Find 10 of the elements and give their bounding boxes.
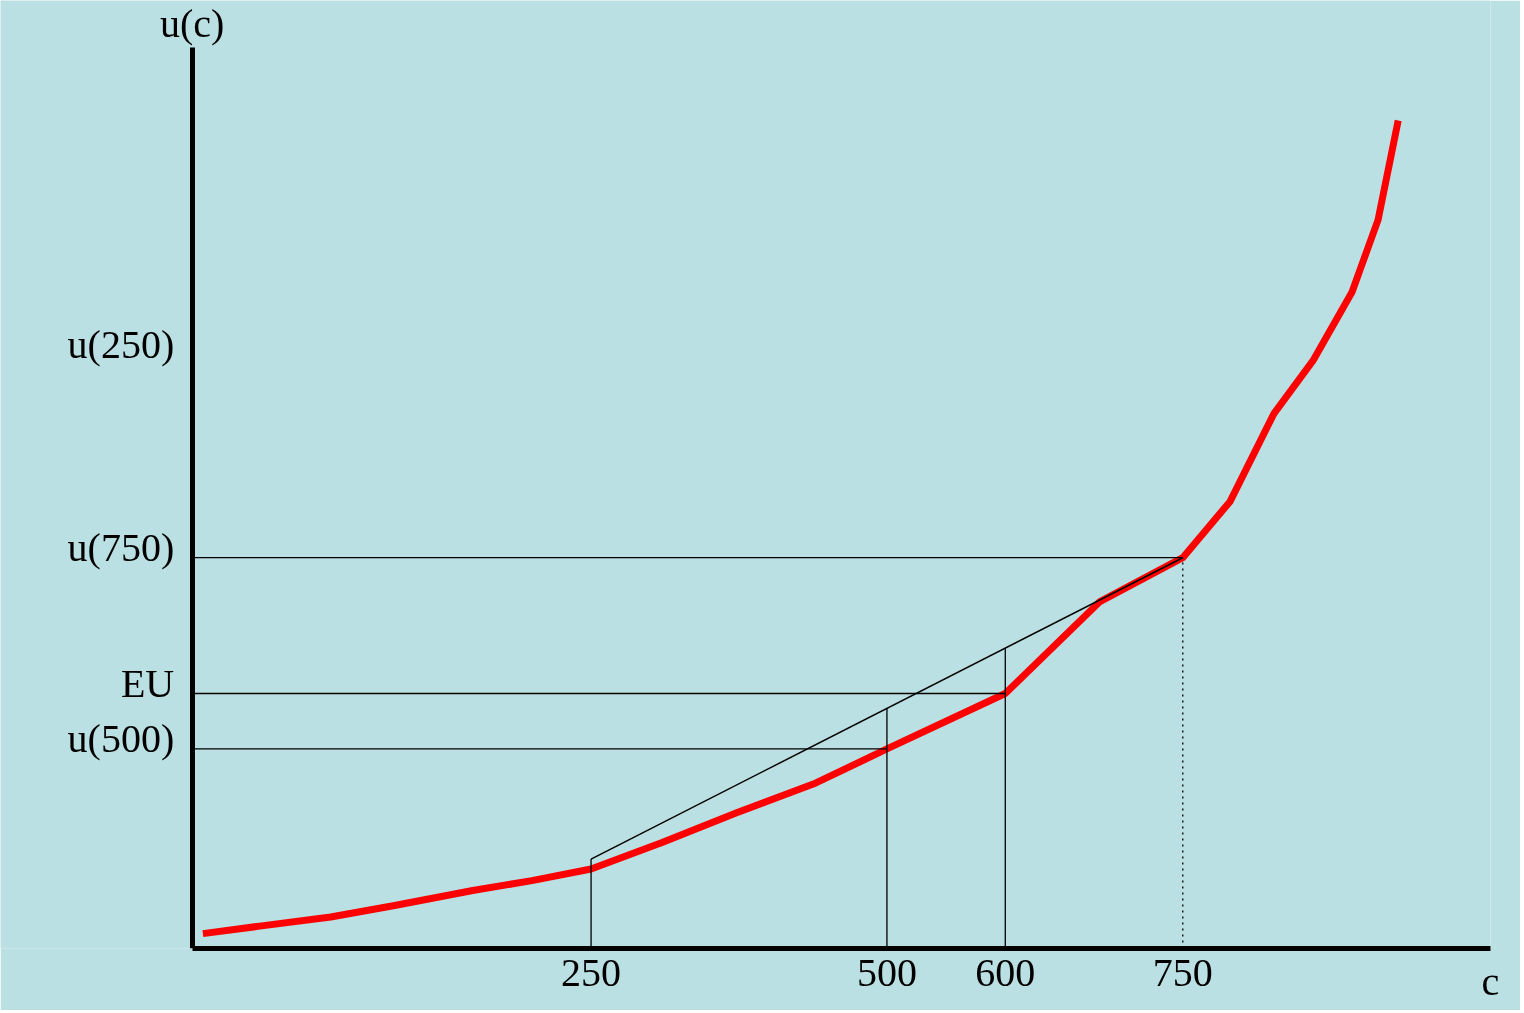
x-tick-label: 500 <box>856 949 917 995</box>
x-tick-label: 750 <box>1152 949 1213 995</box>
ref-line-label: u(500) <box>67 716 175 762</box>
text: u(250) <box>67 322 175 368</box>
x-tick-label: 600 <box>975 949 1036 995</box>
ref-line-label: EU <box>120 660 175 706</box>
x-axis-title: c <box>1481 958 1500 1004</box>
x-tick-label: 250 <box>561 949 622 995</box>
y-axis-title: u(c) <box>160 0 225 46</box>
ref-line-label: u(750) <box>67 525 175 571</box>
